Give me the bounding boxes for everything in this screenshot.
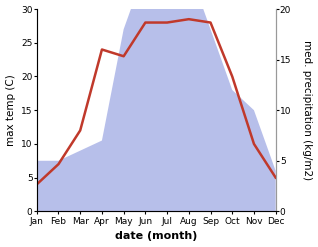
X-axis label: date (month): date (month): [115, 231, 197, 242]
Y-axis label: med. precipitation (kg/m2): med. precipitation (kg/m2): [302, 40, 313, 180]
Y-axis label: max temp (C): max temp (C): [5, 74, 16, 146]
